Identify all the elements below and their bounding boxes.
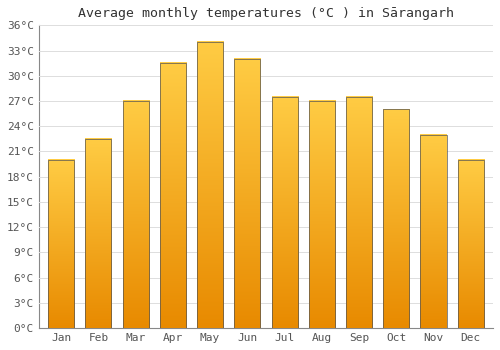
- Bar: [234, 59, 260, 328]
- Bar: [420, 135, 446, 328]
- Title: Average monthly temperatures (°C ) in Sārangarh: Average monthly temperatures (°C ) in Sā…: [78, 7, 454, 20]
- Bar: [272, 97, 297, 328]
- Bar: [383, 110, 409, 328]
- Bar: [458, 160, 483, 328]
- Bar: [197, 42, 223, 328]
- Bar: [86, 139, 112, 328]
- Bar: [308, 101, 335, 328]
- Bar: [160, 63, 186, 328]
- Bar: [346, 97, 372, 328]
- Bar: [48, 160, 74, 328]
- Bar: [122, 101, 148, 328]
